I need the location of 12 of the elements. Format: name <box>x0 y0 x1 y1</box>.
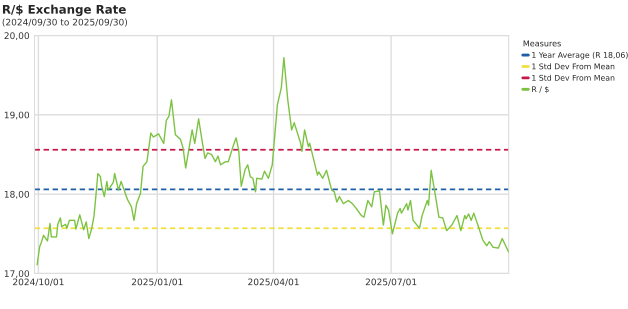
x-tick-label: 2025/01/01 <box>132 278 182 286</box>
x-tick-label: 2025/04/01 <box>248 278 299 286</box>
y-tick-label: 20,00 <box>4 32 30 40</box>
line-series <box>36 57 509 266</box>
chart-title: R/$ Exchange Rate <box>2 4 126 16</box>
x-tick-label: 2025/07/01 <box>366 278 416 286</box>
legend-title: Measures <box>524 40 561 46</box>
y-tick-label: 19,00 <box>4 112 30 120</box>
chart-subtitle: (2024/09/30 to 2025/09/30) <box>2 18 128 27</box>
y-tick-label: 17,00 <box>4 270 30 278</box>
x-tick-label: 2024/10/01 <box>13 278 64 286</box>
y-tick-label: 18,00 <box>4 190 30 199</box>
